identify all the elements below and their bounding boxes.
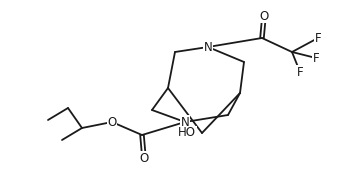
- Text: F: F: [297, 65, 303, 79]
- Text: O: O: [140, 152, 148, 164]
- Text: O: O: [108, 115, 117, 129]
- Text: O: O: [260, 9, 269, 23]
- Text: HO: HO: [178, 126, 196, 140]
- Text: N: N: [204, 41, 213, 54]
- Text: F: F: [315, 32, 321, 44]
- Text: N: N: [180, 115, 189, 129]
- Text: F: F: [313, 52, 319, 64]
